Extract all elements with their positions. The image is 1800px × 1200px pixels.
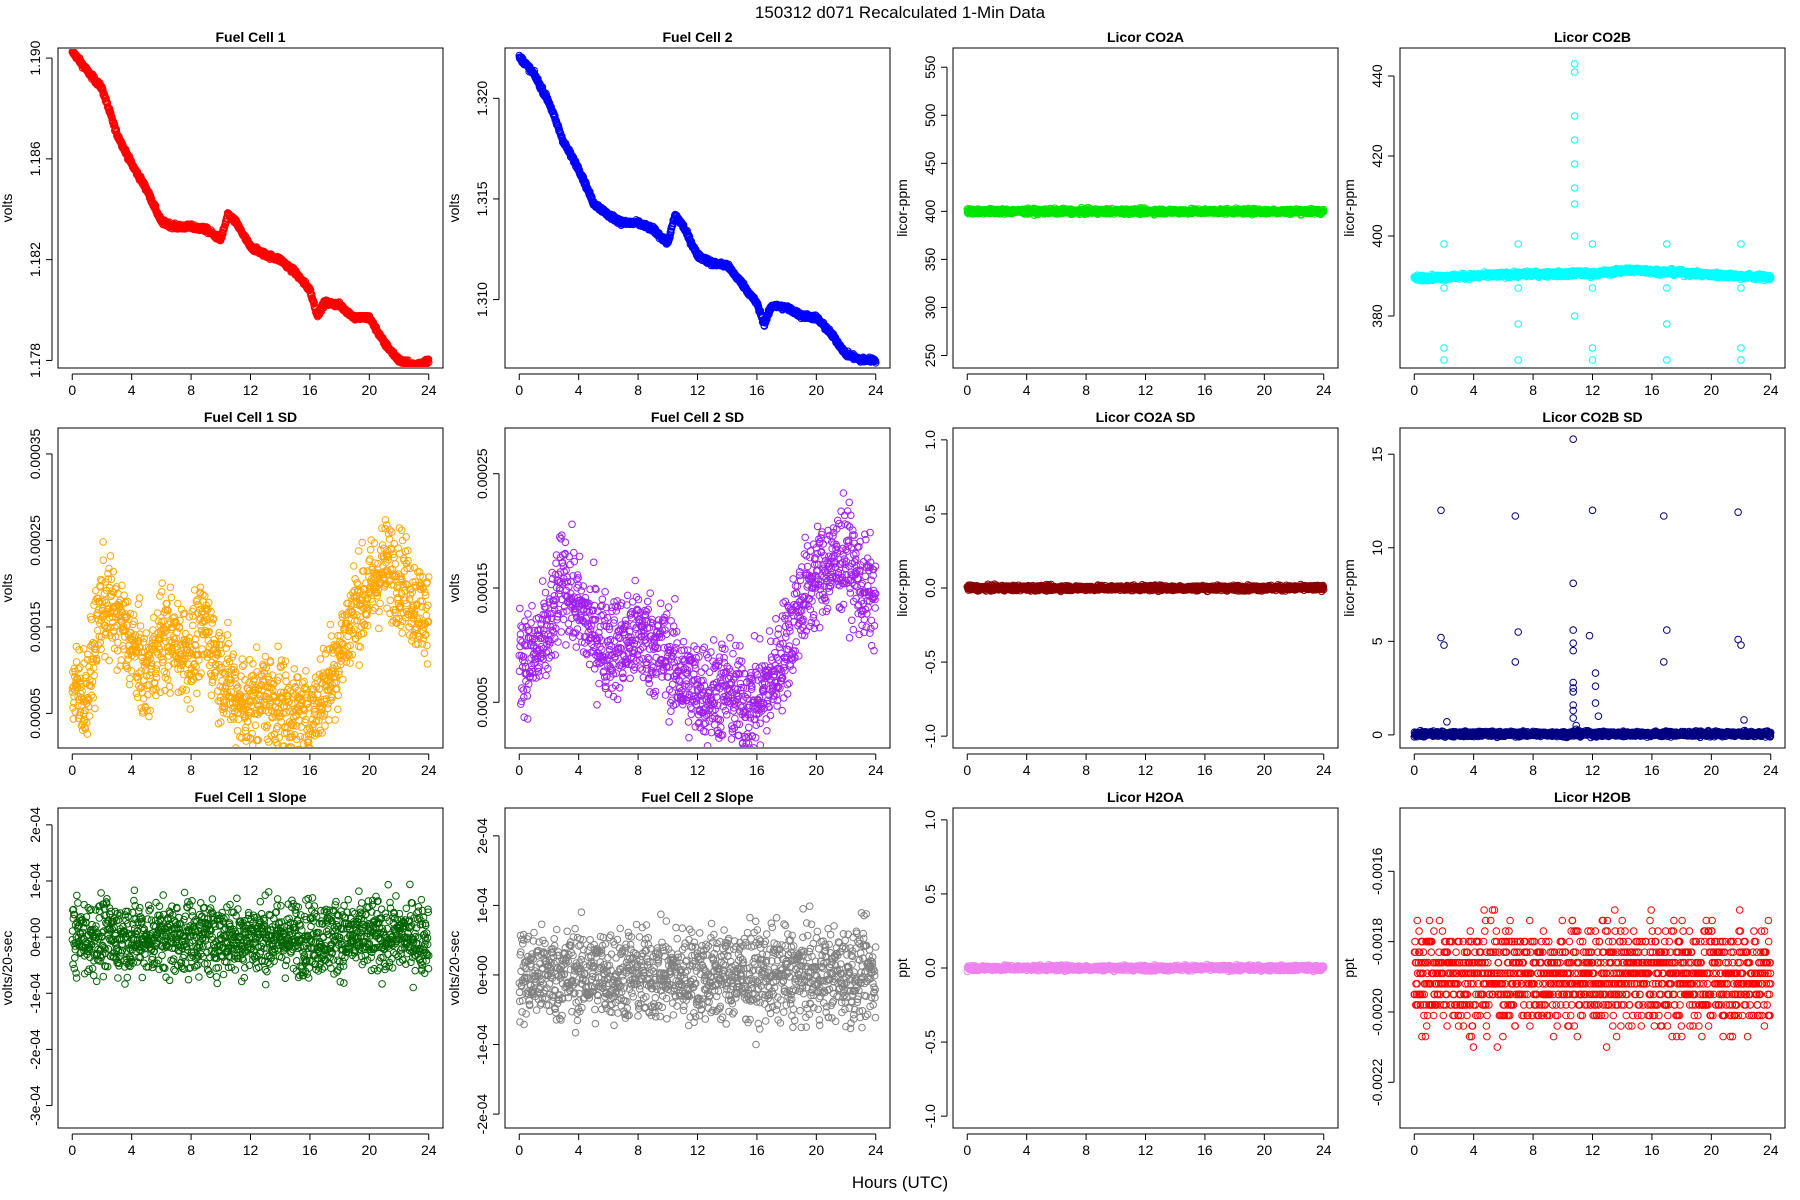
y-tick-label: 400: [922, 199, 938, 223]
data-point: [573, 160, 581, 169]
x-tick-label: 4: [575, 382, 583, 398]
x-tick-label: 24: [868, 382, 884, 398]
data-point: [424, 358, 433, 367]
panel-2: Fuel Cell 2 0 4 8 12 16 20 24 1.310 1.315 1.320 vol…: [446, 29, 891, 398]
x-tick-label: 24: [1316, 382, 1332, 398]
x-tick-label: 24: [421, 382, 437, 398]
data-point: [666, 233, 674, 242]
data-points: [68, 49, 433, 367]
x-tick-label: 16: [1197, 382, 1213, 398]
x-tick-label: 16: [1644, 382, 1660, 398]
panels: Fuel Cell 1 0 4 8 12 16 20 24 1.178 1.182 1.186 1.1…: [0, 29, 1786, 1158]
y-tick-label: 1.190: [27, 40, 43, 75]
x-tick-label: 16: [302, 382, 318, 398]
x-tick-label: 4: [1470, 382, 1478, 398]
x-tick-label: 12: [243, 382, 259, 398]
data-point: [102, 94, 110, 103]
y-tick-label: 1.178: [27, 343, 43, 378]
data-point: [547, 103, 555, 111]
y-tick-label: 1.186: [27, 141, 43, 176]
plot-frame: [57, 47, 444, 369]
data-point: [372, 323, 381, 332]
x-tick-label: 16: [749, 382, 765, 398]
data-point: [756, 306, 765, 315]
y-tick-label: 1.310: [474, 282, 490, 317]
x-tick-label: 8: [1529, 382, 1537, 398]
x-tick-label: 8: [1082, 382, 1090, 398]
panel-title: Fuel Cell 2: [662, 29, 732, 45]
x-tick-label: 12: [1138, 382, 1154, 398]
x-tick-label: 20: [362, 382, 378, 398]
x-tick-label: 20: [1257, 382, 1273, 398]
y-axis-label: volts: [0, 194, 15, 223]
y-tick-label: 500: [922, 103, 938, 127]
x-tick-label: 20: [809, 382, 825, 398]
plot-frame: [952, 47, 1339, 369]
data-points: [1410, 60, 1775, 364]
x-tick-label: 12: [690, 382, 706, 398]
panel-4: Licor CO2B 0 4 8 12 16 20 24 380 400 420 440 licor-p…: [1341, 29, 1786, 398]
figure-xlabel: Hours (UTC): [852, 1173, 948, 1192]
x-tick-label: 0: [1410, 382, 1418, 398]
y-tick-label: 1.320: [474, 81, 490, 116]
y-axis-label: volts: [446, 194, 462, 223]
data-point: [1319, 207, 1328, 216]
data-point: [125, 152, 134, 161]
y-tick-label: 1.315: [474, 181, 490, 216]
data-point: [871, 359, 880, 367]
data-points: [515, 51, 880, 367]
x-tick-label: 20: [1704, 382, 1720, 398]
x-tick-label: 8: [187, 382, 195, 398]
panel-3: Licor CO2A 0 4 8 12 16 20 24 250 300 350 400 450 500 5…: [894, 29, 1339, 398]
y-tick-label: 1.182: [27, 242, 43, 277]
y-axis-label: licor-ppm: [894, 179, 910, 237]
y-tick-label: 400: [1369, 224, 1385, 248]
y-axis-label: licor-ppm: [1341, 179, 1357, 237]
data-point: [306, 286, 315, 294]
data-point: [110, 121, 119, 129]
y-tick-label: 420: [1369, 144, 1385, 168]
x-tick-label: 0: [68, 382, 76, 398]
y-tick-label: 350: [922, 248, 938, 272]
y-tick-label: 550: [922, 55, 938, 79]
y-tick-label: 440: [1369, 64, 1385, 88]
figure-title: 150312 d071 Recalculated 1-Min Data: [755, 3, 1046, 22]
data-point: [218, 233, 226, 242]
x-tick-label: 0: [963, 382, 971, 398]
panel-1: Fuel Cell 1 0 4 8 12 16 20 24 1.178 1.182 1.186 1.1…: [0, 29, 444, 398]
data-point: [424, 355, 433, 364]
plot-frame: [1399, 47, 1786, 369]
y-tick-label: 300: [922, 296, 938, 320]
panel-title: Fuel Cell 1: [215, 29, 285, 45]
x-tick-label: 0: [515, 382, 523, 398]
data-point: [534, 75, 542, 83]
plot-frame: [504, 47, 891, 369]
panel-title: Licor CO2A: [1107, 29, 1184, 45]
data-point: [685, 232, 694, 241]
data-point: [551, 112, 559, 120]
x-tick-label: 12: [1585, 382, 1601, 398]
x-tick-label: 4: [128, 382, 136, 398]
panel-title: Licor CO2B: [1554, 29, 1631, 45]
data-point: [106, 109, 115, 117]
x-tick-label: 8: [634, 382, 642, 398]
x-tick-label: 24: [1763, 382, 1779, 398]
y-tick-label: 380: [1369, 304, 1385, 328]
y-tick-label: 450: [922, 151, 938, 175]
data-point: [310, 298, 318, 307]
data-points: [963, 203, 1328, 219]
x-tick-label: 4: [1023, 382, 1031, 398]
y-tick-label: 250: [922, 344, 938, 368]
